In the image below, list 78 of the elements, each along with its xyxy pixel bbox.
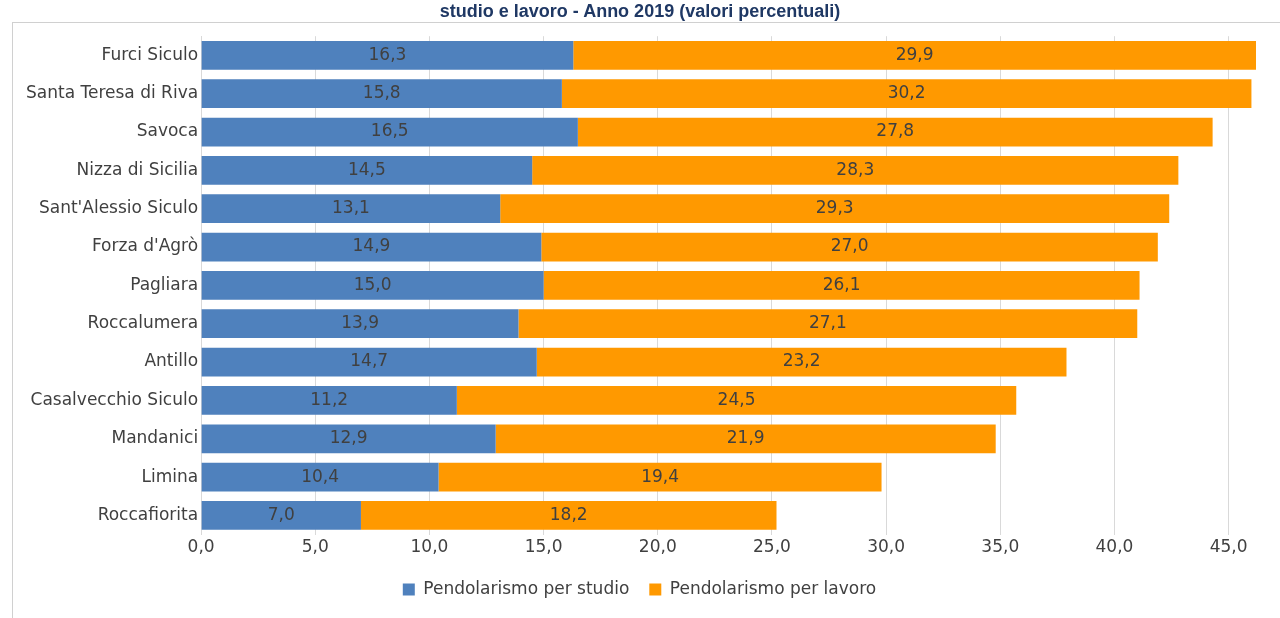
bar: [360, 501, 777, 530]
bar: [201, 117, 578, 147]
bar: [536, 347, 1067, 377]
data-label: 14,5: [347, 158, 386, 179]
bar: [201, 232, 542, 262]
bar: [541, 232, 1158, 262]
bar: [532, 156, 1179, 185]
data-label: 16,5: [370, 120, 409, 141]
x-tick-label: 35,0: [981, 536, 1020, 557]
data-label: 26,1: [822, 273, 861, 294]
data-label: 14,7: [350, 350, 389, 371]
data-label: 15,8: [362, 82, 401, 103]
data-label: 23,2: [782, 350, 821, 371]
data-label: 29,3: [815, 197, 854, 218]
y-tick-label: Savoca: [136, 120, 199, 141]
y-tick-label: Mandanici: [111, 427, 199, 448]
data-label: 27,1: [808, 312, 847, 333]
y-tick-label: Limina: [141, 465, 199, 486]
bar: [201, 40, 574, 70]
bar: [577, 117, 1213, 147]
y-tick-label: Nizza di Sicilia: [76, 158, 199, 179]
x-tick-label: 45,0: [1209, 536, 1248, 557]
data-label: 10,4: [301, 465, 340, 486]
bar: [438, 462, 882, 492]
y-tick-label: Sant'Alessio Siculo: [38, 197, 199, 218]
data-label: 18,2: [549, 503, 588, 524]
data-label: 13,9: [341, 312, 379, 333]
data-label: 16,3: [368, 43, 407, 64]
chart-title: studio e lavoro - Anno 2019 (valori percentuali): [438, 1, 842, 22]
bar: [201, 462, 439, 492]
x-tick-label: 10,0: [410, 536, 449, 557]
bar: [456, 386, 1017, 415]
data-label: 24,5: [717, 388, 756, 409]
x-tick-label: 0,0: [187, 536, 215, 557]
data-label: 13,1: [331, 197, 370, 218]
data-label: 14,9: [352, 235, 391, 256]
data-label: 27,8: [876, 120, 915, 141]
legend-label: Pendolarismo per studio: [423, 577, 630, 598]
bar: [201, 424, 496, 454]
data-label: 29,9: [895, 43, 934, 64]
x-tick-label: 30,0: [867, 536, 906, 557]
data-label: 12,9: [329, 427, 368, 448]
x-tick-label: 20,0: [638, 536, 677, 557]
x-tick-label: 15,0: [524, 536, 563, 557]
bar: [201, 347, 537, 377]
y-tick-label: Casalvecchio Siculo: [30, 388, 199, 409]
data-label: 27,0: [830, 235, 869, 256]
x-tick-label: 25,0: [753, 536, 791, 557]
y-tick-label: Santa Teresa di Riva: [26, 82, 199, 103]
y-tick-label: Antillo: [144, 350, 199, 371]
bar: [201, 501, 361, 530]
legend-label: Pendolarismo per lavoro: [669, 577, 877, 598]
y-tick-label: Roccafiorita: [97, 503, 199, 524]
y-tick-label: Roccalumera: [87, 312, 199, 333]
bar: [495, 424, 996, 454]
bar: [518, 309, 1138, 339]
bar: [201, 156, 533, 185]
bar: [543, 271, 1140, 300]
data-label: 7,0: [267, 503, 295, 524]
bar: [573, 40, 1256, 70]
data-label: 15,0: [353, 273, 392, 294]
x-tick-label: 5,0: [301, 536, 329, 557]
x-tick-label: 40,0: [1095, 536, 1134, 557]
bar: [201, 271, 544, 300]
bar: [201, 309, 519, 339]
data-label: 19,4: [641, 465, 679, 486]
bar: [201, 194, 501, 224]
data-label: 30,2: [887, 82, 926, 103]
data-label: 21,9: [726, 427, 765, 448]
bar: [561, 79, 1252, 109]
y-tick-label: Pagliara: [130, 273, 199, 294]
bar: [201, 386, 457, 415]
bar: [500, 194, 1170, 224]
bar: [201, 79, 562, 109]
y-tick-label: Forza d'Agrò: [91, 235, 199, 256]
data-label: 11,2: [310, 388, 349, 409]
data-label: 28,3: [836, 158, 875, 179]
y-tick-label: Furci Siculo: [101, 43, 199, 64]
